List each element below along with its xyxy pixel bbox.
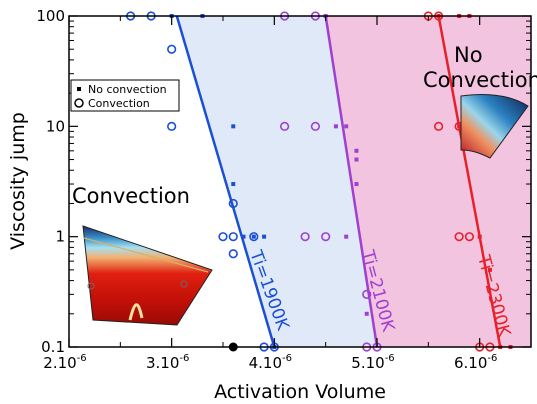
no-convection-point (231, 182, 236, 187)
boundary-line (437, 15, 502, 348)
x-tick-label: 6.10-6 (454, 353, 497, 372)
region-label-convection: Convection (72, 184, 190, 208)
no-convection-point (344, 234, 349, 239)
y-tick-label: 100 (36, 7, 65, 25)
legend-square-marker (77, 87, 81, 91)
legend-circle-marker (74, 98, 84, 108)
axes: 0.1 1 10 100 2.10-6 3.10-6 4.10-6 5.10-6 6.10-6 (36, 7, 532, 372)
convection-point (300, 232, 310, 242)
convection-point (454, 232, 464, 242)
legend-box (70, 79, 180, 112)
convection-point (321, 232, 331, 242)
boundary-line (324, 15, 379, 348)
convection-point (228, 198, 238, 209)
x-tick-label: 3.10-6 (146, 353, 189, 372)
no-convection-point (354, 157, 359, 162)
plot-frame (68, 15, 532, 348)
x-axis-title: Activation Volume (214, 381, 386, 403)
no-convection-point (477, 234, 482, 239)
x-tick-label: 2.10-6 (43, 353, 86, 372)
boundary-line (175, 15, 276, 348)
no-convection-point (333, 124, 338, 129)
convection-point (228, 232, 238, 242)
no-convection-point (344, 124, 349, 129)
convection-point (280, 121, 290, 131)
y-tick-label: 0.1 (41, 338, 65, 356)
region-label-no-convection-line2: Convection (423, 68, 537, 92)
no-convection-point (251, 234, 256, 239)
legend-label-convection: Convection (88, 97, 150, 110)
y-tick-label: 10 (46, 117, 65, 135)
legend-label-no-convection: No convection (88, 83, 167, 96)
convection-point (228, 249, 238, 259)
x-tick-label: 5.10-6 (351, 353, 394, 372)
no-convection-inset-image (460, 93, 529, 159)
convection-point (167, 121, 177, 131)
no-convection-point (354, 182, 359, 187)
region-label-no-convection-line1: No (454, 43, 483, 67)
convection-point (218, 232, 228, 242)
no-convection-point (262, 234, 267, 239)
convection-inset-image (82, 225, 213, 326)
convection-point (434, 121, 444, 131)
region-band (176, 16, 377, 347)
no-convection-point (231, 124, 236, 129)
convection-point (362, 289, 372, 299)
no-convection-point (354, 148, 359, 153)
convection-point (310, 121, 321, 131)
no-convection-point (457, 124, 462, 129)
y-tick-label: 1 (55, 228, 65, 246)
no-convection-point (487, 267, 492, 272)
boundary-lines (175, 15, 502, 348)
no-convection-point (364, 311, 369, 316)
region-band (325, 16, 501, 347)
convection-point (249, 232, 259, 242)
x-tick-label: 4.10-6 (249, 353, 292, 372)
no-convection-point (241, 234, 246, 239)
convection-point (464, 232, 475, 242)
y-axis-title: Viscosity jump (7, 112, 29, 250)
legend: No convection Convection (70, 79, 180, 112)
convection-point (167, 44, 177, 54)
